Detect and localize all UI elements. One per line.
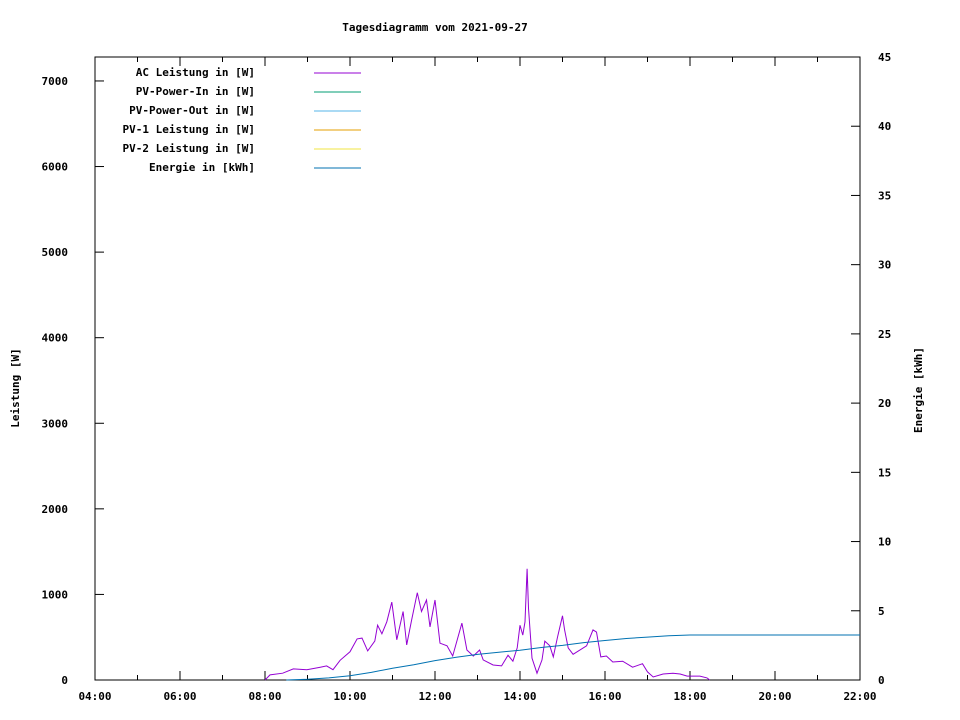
y2-tick-label: 45: [878, 51, 891, 64]
x-tick-label: 18:00: [673, 690, 706, 703]
y-tick-label: 6000: [42, 161, 69, 174]
legend-label: AC Leistung in [W]: [136, 66, 255, 79]
legend-label: PV-Power-In in [W]: [136, 85, 255, 98]
y2-tick-label: 40: [878, 120, 891, 133]
y2-tick-label: 20: [878, 397, 891, 410]
axis-ticks: 04:00 06:00 08:00 10:00 12:00 14:00 16:00 18:00…: [42, 51, 892, 703]
chart-title: Tagesdiagramm vom 2021-09-27: [342, 21, 527, 34]
x-tick-label: 16:00: [588, 690, 621, 703]
x-tick-label: 20:00: [758, 690, 791, 703]
legend-label: PV-2 Leistung in [W]: [123, 142, 255, 155]
y2-tick-label: 5: [878, 605, 885, 618]
y-tick-label: 4000: [42, 332, 69, 345]
y-axis-label: Leistung [W]: [9, 348, 22, 427]
legend: AC Leistung in [W] PV-Power-In in [W] PV-P…: [123, 66, 361, 174]
x-tick-label: 22:00: [843, 690, 876, 703]
y-tick-label: 2000: [42, 503, 69, 516]
series-line-0: [264, 568, 711, 681]
legend-label: PV-1 Leistung in [W]: [123, 123, 255, 136]
series-group: [264, 568, 860, 681]
y2-tick-label: 10: [878, 536, 891, 549]
x-tick-label: 06:00: [163, 690, 196, 703]
series-line-5: [286, 634, 860, 681]
y-tick-label: 0: [61, 674, 68, 687]
y2-tick-label: 25: [878, 328, 891, 341]
x-tick-label: 04:00: [78, 690, 111, 703]
legend-label: Energie in [kWh]: [149, 161, 255, 174]
y2-axis-label: Energie [kWh]: [912, 347, 925, 433]
x-tick-label: 10:00: [333, 690, 366, 703]
y-tick-label: 5000: [42, 246, 69, 259]
x-tick-label: 14:00: [503, 690, 536, 703]
y2-tick-label: 0: [878, 674, 885, 687]
y2-tick-label: 35: [878, 189, 891, 202]
y2-tick-label: 15: [878, 466, 891, 479]
legend-label: PV-Power-Out in [W]: [129, 104, 255, 117]
x-tick-label: 12:00: [418, 690, 451, 703]
y-tick-label: 3000: [42, 417, 69, 430]
y2-tick-label: 30: [878, 259, 891, 272]
y-tick-label: 1000: [42, 588, 69, 601]
x-tick-label: 08:00: [248, 690, 281, 703]
y-tick-label: 7000: [42, 75, 69, 88]
